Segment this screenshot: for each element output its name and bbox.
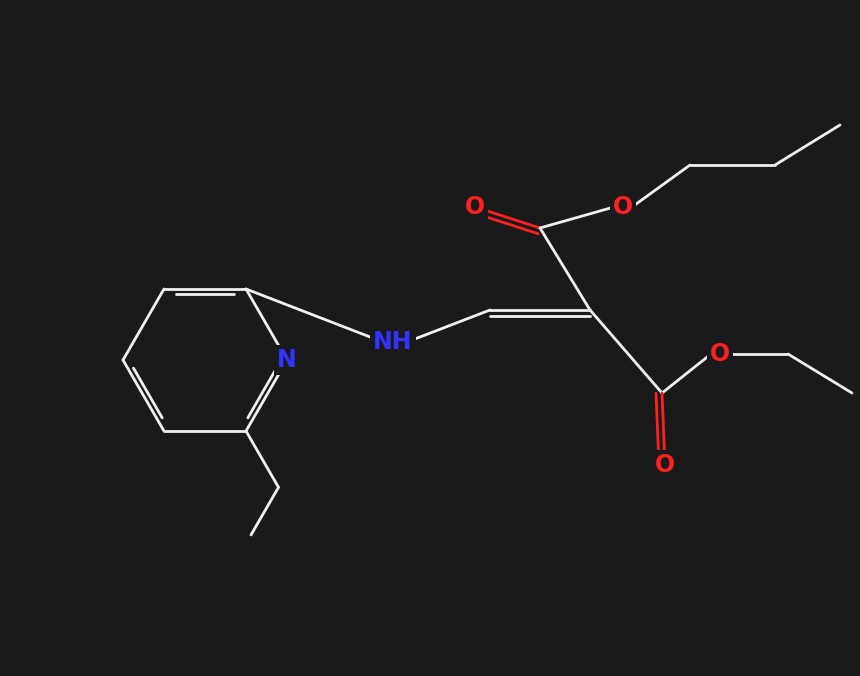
Text: NH: NH — [373, 330, 413, 354]
Text: N: N — [277, 348, 297, 372]
Text: O: O — [655, 453, 675, 477]
Text: O: O — [465, 195, 485, 219]
Text: O: O — [613, 195, 633, 219]
Text: O: O — [710, 342, 730, 366]
